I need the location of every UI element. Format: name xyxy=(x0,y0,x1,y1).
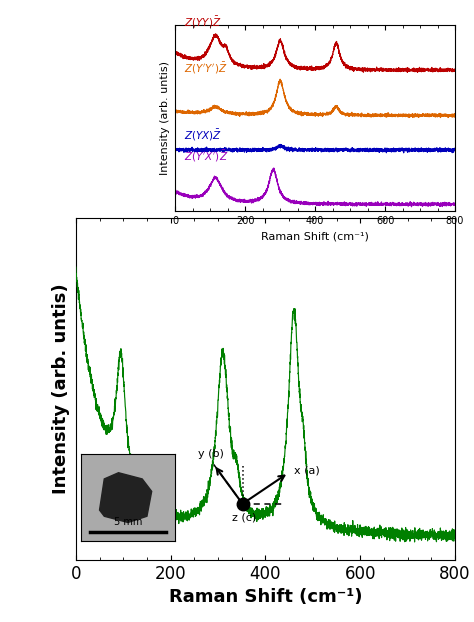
X-axis label: Raman Shift (cm⁻¹): Raman Shift (cm⁻¹) xyxy=(169,588,362,606)
Text: $Z(Y'Y')\bar{Z}$: $Z(Y'Y')\bar{Z}$ xyxy=(184,60,228,76)
X-axis label: Raman Shift (cm⁻¹): Raman Shift (cm⁻¹) xyxy=(261,232,369,242)
Text: x (a): x (a) xyxy=(294,466,320,476)
Text: $Z(YY)\bar{Z}$: $Z(YY)\bar{Z}$ xyxy=(184,15,221,30)
Y-axis label: Intensity (arb. untis): Intensity (arb. untis) xyxy=(160,61,170,175)
Text: z (c): z (c) xyxy=(232,512,256,522)
Text: y (b): y (b) xyxy=(198,449,224,459)
Text: 5 mm: 5 mm xyxy=(114,518,142,527)
Text: $Z(Y'X')\bar{Z}$: $Z(Y'X')\bar{Z}$ xyxy=(184,149,228,164)
Text: $Z(YX)\bar{Z}$: $Z(YX)\bar{Z}$ xyxy=(184,128,222,143)
Polygon shape xyxy=(100,473,152,522)
Y-axis label: Intensity (arb. untis): Intensity (arb. untis) xyxy=(52,284,70,494)
